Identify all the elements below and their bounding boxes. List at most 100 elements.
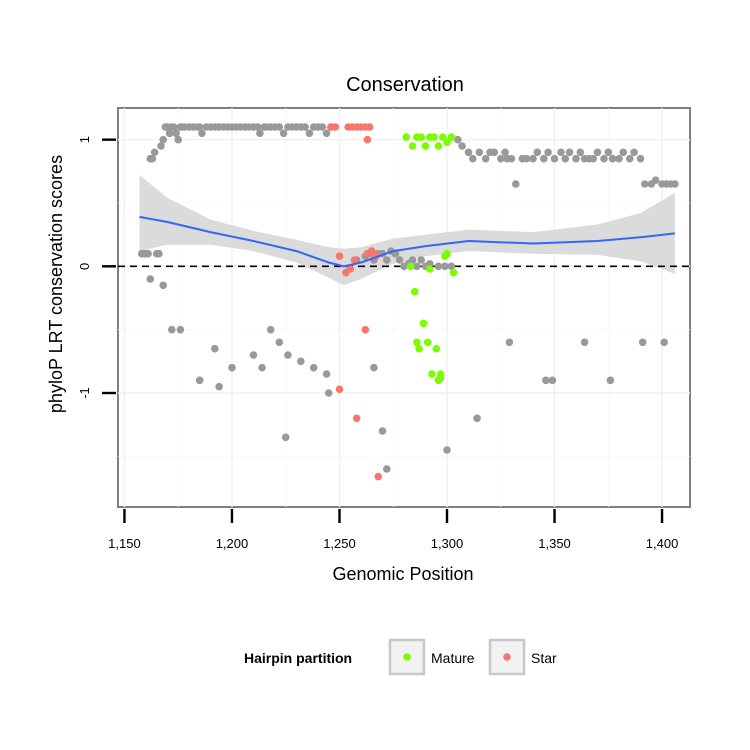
series-background bbox=[137, 123, 679, 473]
background-point bbox=[490, 148, 499, 157]
background-point bbox=[540, 154, 548, 163]
legend-title: Hairpin partition bbox=[244, 650, 352, 666]
background-point bbox=[370, 363, 378, 372]
background-point bbox=[318, 123, 327, 131]
background-point bbox=[497, 154, 505, 163]
background-point bbox=[144, 249, 152, 258]
mature-point bbox=[415, 344, 423, 353]
mature-point bbox=[443, 249, 451, 258]
mature-point bbox=[436, 370, 445, 378]
legend-key-point bbox=[403, 653, 411, 661]
mature-point bbox=[417, 133, 426, 141]
smooth-confidence-ribbon bbox=[139, 175, 675, 286]
background-point bbox=[606, 376, 615, 385]
series-mature bbox=[402, 133, 458, 385]
background-point bbox=[309, 363, 318, 372]
background-point bbox=[561, 154, 570, 163]
axes: 1,150 1,200 1,250 1,300 1,350 1,400 -1 0 1 bbox=[77, 136, 678, 551]
mature-point bbox=[402, 133, 411, 141]
legend-label: Mature bbox=[431, 650, 475, 666]
background-point bbox=[529, 154, 537, 163]
background-point bbox=[671, 180, 679, 188]
background-point bbox=[615, 154, 623, 163]
mature-point bbox=[449, 268, 458, 277]
background-point bbox=[660, 338, 668, 347]
background-point bbox=[266, 325, 275, 334]
y-tick-label: 0 bbox=[77, 263, 92, 270]
scatter-points bbox=[137, 123, 679, 481]
background-point bbox=[150, 148, 159, 157]
background-point bbox=[211, 344, 219, 353]
mature-point bbox=[413, 338, 421, 347]
background-point bbox=[507, 154, 516, 163]
mature-point bbox=[430, 133, 438, 141]
mature-point bbox=[426, 265, 434, 273]
series-star bbox=[327, 123, 383, 481]
mature-point bbox=[406, 262, 415, 271]
background-point bbox=[324, 389, 333, 397]
background-point bbox=[572, 154, 580, 163]
background-point bbox=[146, 275, 155, 283]
background-point bbox=[165, 129, 174, 138]
background-point bbox=[548, 376, 557, 385]
background-point bbox=[417, 256, 426, 264]
star-point bbox=[335, 385, 344, 394]
background-point bbox=[600, 154, 608, 163]
background-point bbox=[279, 129, 288, 138]
background-point bbox=[636, 154, 645, 163]
star-point bbox=[331, 123, 340, 131]
background-point bbox=[593, 148, 602, 157]
star-point bbox=[352, 414, 361, 423]
background-point bbox=[443, 446, 451, 454]
background-point bbox=[159, 281, 167, 290]
background-point bbox=[322, 129, 331, 138]
background-point bbox=[258, 363, 266, 372]
mature-point bbox=[432, 344, 441, 353]
background-point bbox=[576, 148, 585, 157]
legend: Hairpin partition Mature Star bbox=[244, 638, 557, 676]
background-point bbox=[155, 249, 163, 258]
star-point bbox=[365, 123, 374, 131]
background-point bbox=[215, 382, 223, 391]
y-tick-label: 1 bbox=[77, 136, 92, 143]
x-tick-label: 1,250 bbox=[323, 536, 356, 551]
background-point bbox=[481, 154, 490, 163]
background-point bbox=[630, 148, 638, 157]
background-point bbox=[447, 262, 456, 271]
background-point bbox=[383, 256, 391, 264]
star-point bbox=[335, 252, 344, 260]
background-point bbox=[174, 135, 182, 144]
background-point bbox=[253, 123, 262, 131]
background-point bbox=[441, 262, 449, 271]
background-point bbox=[395, 256, 404, 264]
star-point bbox=[346, 265, 355, 273]
background-point bbox=[512, 180, 520, 188]
mature-point bbox=[443, 138, 451, 146]
x-tick-label: 1,400 bbox=[646, 536, 679, 551]
y-axis-title: phyloP LRT conservation scores bbox=[46, 155, 66, 413]
background-point bbox=[195, 123, 204, 131]
background-point bbox=[475, 148, 484, 157]
star-point bbox=[350, 256, 359, 264]
mature-point bbox=[408, 142, 417, 150]
x-axis-title: Genomic Position bbox=[332, 564, 473, 584]
background-point bbox=[464, 148, 473, 157]
mature-point bbox=[419, 319, 428, 328]
background-point bbox=[589, 154, 597, 163]
background-point bbox=[168, 325, 176, 334]
background-point bbox=[322, 370, 331, 378]
background-point bbox=[195, 376, 204, 385]
mature-point bbox=[434, 142, 443, 150]
mature-point bbox=[447, 133, 456, 141]
plot-panel bbox=[117, 107, 691, 508]
background-point bbox=[501, 148, 509, 157]
background-point bbox=[580, 338, 589, 347]
background-point bbox=[172, 129, 180, 138]
confidence-band bbox=[139, 175, 675, 286]
background-point bbox=[544, 148, 552, 157]
panel-border bbox=[117, 107, 691, 508]
background-point bbox=[550, 154, 559, 163]
legend-key-point bbox=[503, 653, 511, 661]
background-point bbox=[608, 154, 617, 163]
